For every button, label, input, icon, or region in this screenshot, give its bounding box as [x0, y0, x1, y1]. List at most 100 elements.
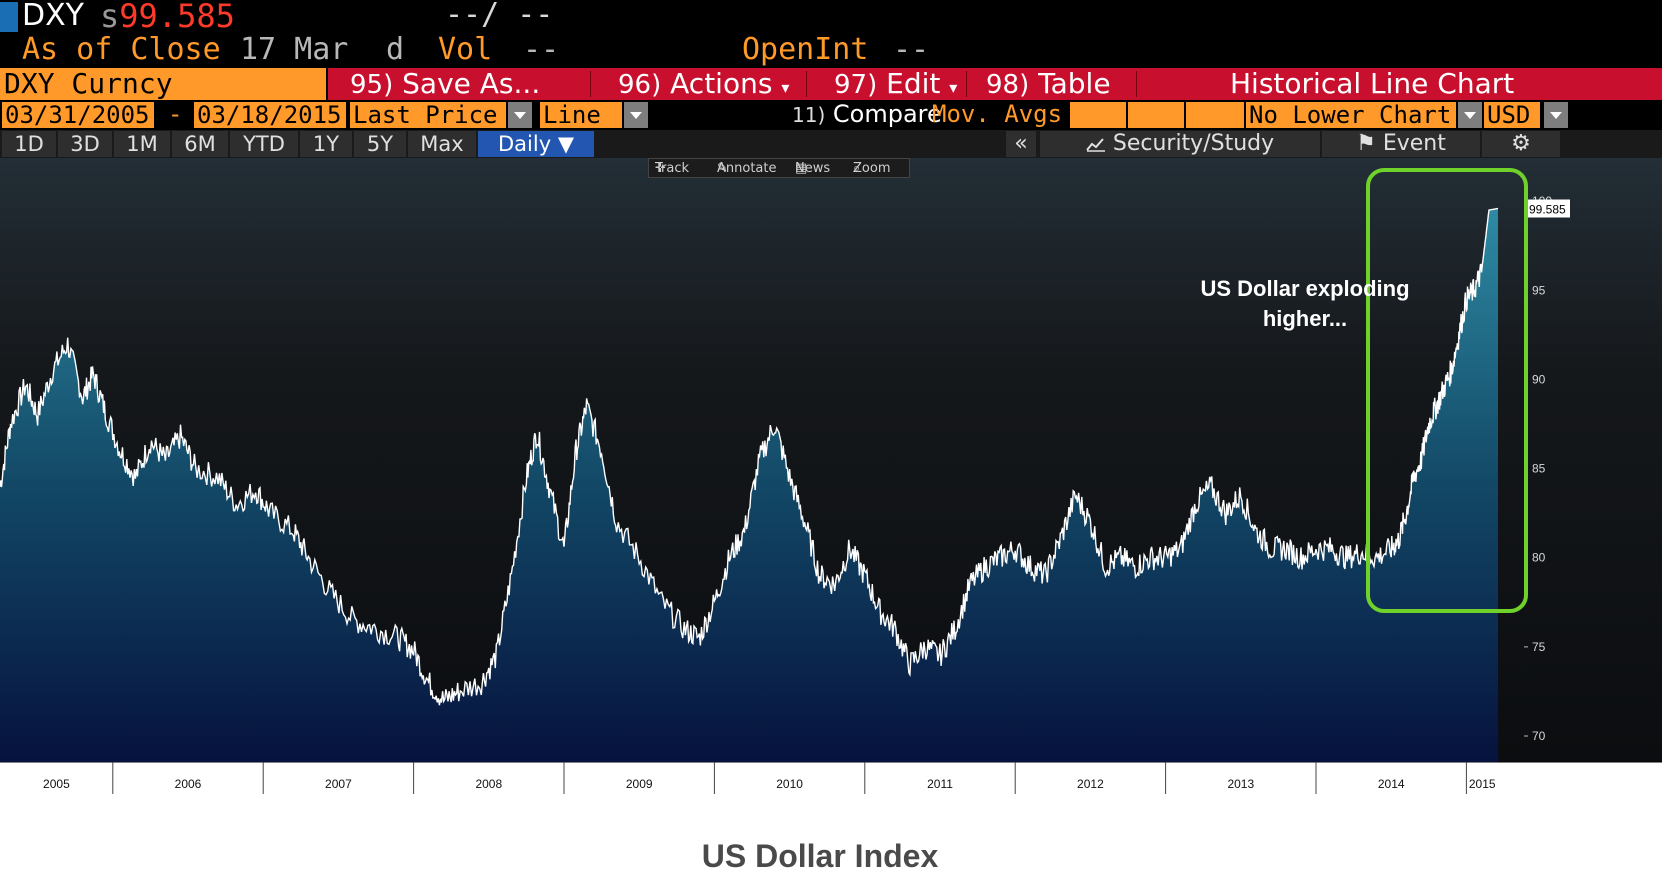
zoom-label: Zoom: [853, 161, 891, 176]
actions-label: Actions: [670, 67, 773, 100]
x-tick-label: 2013: [1227, 777, 1254, 791]
y-tick-label: 70: [1532, 729, 1546, 743]
table-label: Table: [1038, 67, 1111, 100]
start-date-field[interactable]: 03/31/2005: [2, 102, 154, 128]
date-range-dash: -: [168, 100, 183, 128]
annotation-line-2: higher...: [1262, 306, 1348, 331]
y-tick-label: 85: [1532, 462, 1546, 476]
save-as-number: 95): [350, 70, 394, 100]
x-tick-label: 2010: [776, 777, 803, 791]
collapse-icon[interactable]: «: [1006, 131, 1036, 157]
ticker-symbol: DXY: [22, 0, 84, 33]
news-icon: ▤: [795, 161, 808, 176]
as-of-label: As of Close: [22, 32, 221, 67]
dxy-line-chart[interactable]: 2005 2006 2007 2008 2009 2010 2011 2012 2013 2014…: [0, 158, 1662, 834]
x-tick-label: 2007: [325, 777, 352, 791]
last-price-tag-label: 99.585: [1529, 203, 1566, 217]
y-tick-label: 75: [1532, 640, 1546, 654]
y-tick-label: 90: [1532, 372, 1546, 386]
highlight-box: [1366, 168, 1528, 613]
compare-number: 11): [792, 103, 826, 127]
save-as-label: Save As...: [402, 67, 541, 100]
chart-area: 2005 2006 2007 2008 2009 2010 2011 2012 2013 2014…: [0, 158, 1662, 834]
chart-title: Historical Line Chart: [1230, 67, 1515, 100]
end-date-field[interactable]: 03/18/2015: [194, 102, 346, 128]
lower-chart-dropdown-icon[interactable]: [1458, 102, 1482, 128]
currency-dropdown-icon[interactable]: [1544, 102, 1568, 128]
mov-avg-slot[interactable]: [1186, 102, 1244, 128]
chart-settings-bar: 03/31/2005 - 03/18/2015 Last Price Line …: [0, 100, 1662, 130]
y-tick-label: 80: [1532, 551, 1546, 565]
actions-menu-button[interactable]: 96) Actions ▾: [618, 67, 790, 101]
chart-annotation: US Dollar exploding higher...: [1170, 274, 1440, 334]
compare-button[interactable]: 11) Compare: [792, 100, 942, 128]
gear-icon[interactable]: ⚙: [1482, 131, 1560, 157]
x-tick-label: 2014: [1378, 777, 1405, 791]
price-field-select[interactable]: Last Price: [350, 102, 506, 128]
crosshair-icon: ✛: [655, 161, 666, 176]
edit-number: 97): [834, 70, 878, 100]
x-tick-label: 2006: [175, 777, 202, 791]
tab-max[interactable]: Max: [408, 131, 476, 157]
save-as-button[interactable]: 95) Save As...: [350, 67, 541, 101]
red-action-bar: 95) Save As... 96) Actions ▾ 97) Edit ▾ …: [328, 68, 1662, 100]
table-button[interactable]: 98) Table: [986, 67, 1111, 101]
divider: [806, 71, 807, 97]
tab-1m[interactable]: 1M: [114, 131, 170, 157]
openint-value: --: [893, 32, 930, 67]
chart-study-icon: [1086, 138, 1105, 152]
mov-avg-slot[interactable]: [1070, 102, 1126, 128]
edit-menu-button[interactable]: 97) Edit ▾: [834, 67, 957, 101]
x-axis-band: [0, 762, 1662, 796]
tab-5y[interactable]: 5Y: [354, 131, 406, 157]
quote-header: DXY s99.585 --/ --: [0, 0, 1662, 35]
as-of-date: 17 Mar: [240, 32, 349, 67]
period-bar: 1D 3D 1M 6M YTD 1Y 5Y Max Daily ▼ « Secu…: [0, 130, 1662, 158]
divider: [966, 71, 967, 97]
price-change: --/ --: [445, 0, 554, 32]
price-field-dropdown-icon[interactable]: [508, 102, 532, 128]
currency-select[interactable]: USD: [1484, 102, 1540, 128]
y-tick-label: 95: [1532, 283, 1546, 297]
chevron-down-icon: ▾: [781, 78, 790, 97]
series-area: [0, 208, 1498, 762]
pencil-icon: ✎: [717, 161, 728, 176]
security-study-button[interactable]: Security/Study: [1040, 131, 1320, 157]
flag-icon: ⚑: [1356, 131, 1376, 156]
divider: [1136, 71, 1137, 97]
menu-bar: DXY Curncy 95) Save As... 96) Actions ▾ …: [0, 68, 1662, 100]
x-tick-label: 2011: [927, 777, 953, 791]
security-study-label: Security/Study: [1112, 131, 1275, 156]
x-tick-label: 2005: [43, 777, 70, 791]
tab-3d[interactable]: 3D: [58, 131, 112, 157]
vol-value: --: [523, 32, 560, 67]
panel-marker: [0, 2, 18, 32]
annotation-line-1: US Dollar exploding: [1200, 276, 1410, 301]
mov-avgs-button[interactable]: Mov. Avgs: [932, 100, 1063, 128]
chart-mini-toolbar: ✛ Track ✎ Annotate ▤ News ⌕ Zoom: [648, 158, 910, 178]
magnifier-icon: ⌕: [853, 161, 861, 176]
event-button[interactable]: ⚑ Event: [1322, 131, 1480, 157]
price-source-prefix: s: [100, 0, 120, 35]
lower-chart-select[interactable]: No Lower Chart: [1246, 102, 1456, 128]
chart-style-select[interactable]: Line: [540, 102, 622, 128]
frequency-select-daily[interactable]: Daily ▼: [478, 131, 594, 157]
last-price: s99.585: [100, 0, 235, 35]
chart-style-dropdown-icon[interactable]: [624, 102, 648, 128]
x-tick-label: 2009: [626, 777, 653, 791]
mov-avg-slot[interactable]: [1128, 102, 1184, 128]
x-tick-label: 2008: [475, 777, 502, 791]
tab-1y[interactable]: 1Y: [300, 131, 352, 157]
tab-6m[interactable]: 6M: [172, 131, 228, 157]
tab-ytd[interactable]: YTD: [230, 131, 298, 157]
openint-label: OpenInt: [742, 32, 869, 67]
tab-1d[interactable]: 1D: [2, 131, 56, 157]
security-field[interactable]: DXY Curncy: [0, 68, 326, 100]
track-label: Track: [655, 161, 690, 176]
divider: [590, 71, 591, 97]
edit-label: Edit: [886, 67, 941, 100]
actions-number: 96): [618, 70, 662, 100]
event-label: Event: [1382, 131, 1446, 156]
x-tick-label: 2015: [1469, 777, 1496, 791]
